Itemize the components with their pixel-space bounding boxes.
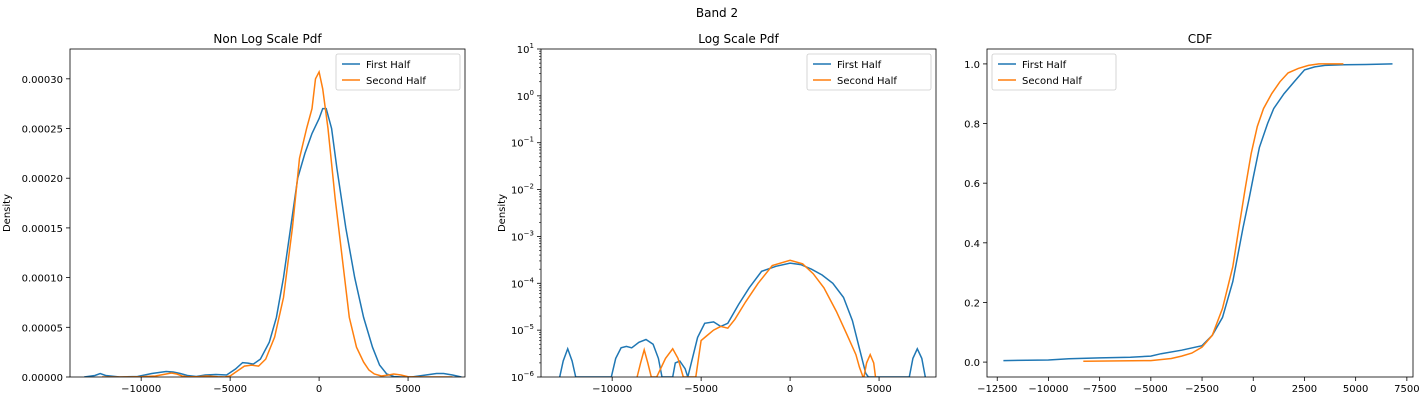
axes-frame (986, 48, 1414, 378)
y-tick-label: 10−4 (511, 276, 535, 290)
panel-title: CDF (1188, 32, 1213, 46)
legend: First Half Second Half (806, 53, 932, 91)
series-line-first-half (84, 107, 462, 377)
series-line-second-half (636, 259, 877, 377)
series-line-second-half (102, 69, 453, 377)
y-axis-label: Density (497, 194, 508, 232)
x-tick-label: −10000 (1028, 384, 1068, 395)
x-tick-label: −10000 (121, 384, 161, 395)
y-axis-label: Density (2, 194, 13, 232)
x-tick-label: 2500 (1292, 384, 1317, 395)
x-tick-label: −2500 (1185, 384, 1219, 395)
y-tick-label: 10−6 (511, 370, 535, 384)
x-tick-label: −7500 (1083, 384, 1117, 395)
x-tick-label: 5000 (866, 384, 891, 395)
x-tick-label: −5000 (213, 384, 247, 395)
panel-2: Log Scale Pdf Density −10000 −5000 0 5000 10−6… (497, 32, 937, 395)
x-tick-label: 0 (787, 384, 793, 395)
panel-title: Log Scale Pdf (698, 32, 779, 46)
legend-label: Second Half (1022, 76, 1082, 87)
series-line-second-half (1083, 63, 1344, 362)
figure-suptitle: Band 2 (696, 6, 738, 20)
y-tick-label: 0.00020 (22, 174, 63, 185)
y-tick-label: 0.2 (964, 298, 980, 309)
y-tick-label: 10−3 (511, 229, 534, 243)
y-tick-label: 0.4 (964, 239, 980, 250)
x-tick-label: 5000 (395, 384, 420, 395)
x-tick-label: −5000 (1134, 384, 1168, 395)
legend: First Half Second Half (335, 53, 461, 91)
y-tick-label: 0.00005 (22, 323, 63, 334)
y-tick-label: 0.00025 (22, 125, 63, 136)
y-tick-label: 10−2 (511, 183, 534, 197)
series-line-first-half (1003, 63, 1393, 362)
panel-1: Non Log Scale Pdf Density −10000 −5000 0 5000… (2, 32, 466, 395)
y-tick-label: 0.00015 (22, 224, 63, 235)
y-tick-label: 10−1 (511, 136, 534, 150)
legend-label: Second Half (837, 76, 897, 87)
legend-label: First Half (837, 60, 882, 71)
legend-label: First Half (366, 60, 411, 71)
y-tick-label: 0.8 (964, 120, 980, 131)
y-tick-label: 101 (517, 42, 534, 56)
legend-label: Second Half (366, 76, 426, 87)
y-tick-label: 100 (517, 89, 534, 103)
series-line-first-half (558, 262, 927, 377)
x-tick-label: −5000 (684, 384, 718, 395)
x-tick-label: −12500 (977, 384, 1017, 395)
x-tick-label: 0 (316, 384, 322, 395)
legend: First Half Second Half (991, 53, 1117, 91)
y-tick-label: 10−5 (511, 323, 534, 337)
y-tick-label: 0.00030 (22, 75, 63, 86)
x-tick-label: −10000 (592, 384, 632, 395)
legend-label: First Half (1022, 60, 1067, 71)
panel-title: Non Log Scale Pdf (213, 32, 322, 46)
y-tick-label: 0.0 (964, 358, 980, 369)
y-tick-label: 1.0 (964, 60, 980, 71)
axes-frame (540, 48, 937, 378)
x-tick-label: 0 (1250, 384, 1256, 395)
y-tick-label: 0.00000 (22, 373, 63, 384)
legend-box (806, 53, 932, 91)
x-tick-label: 7500 (1394, 384, 1419, 395)
y-tick-label: 0.6 (964, 179, 980, 190)
legend-box (991, 53, 1117, 91)
axes-frame (69, 48, 466, 378)
legend-box (335, 53, 461, 91)
x-tick-label: 5000 (1343, 384, 1368, 395)
panel-3: CDF −12500 −10000 −7500 −5000 −2500 0 2500 5000 7… (964, 32, 1419, 395)
y-tick-label: 0.00010 (22, 274, 63, 285)
